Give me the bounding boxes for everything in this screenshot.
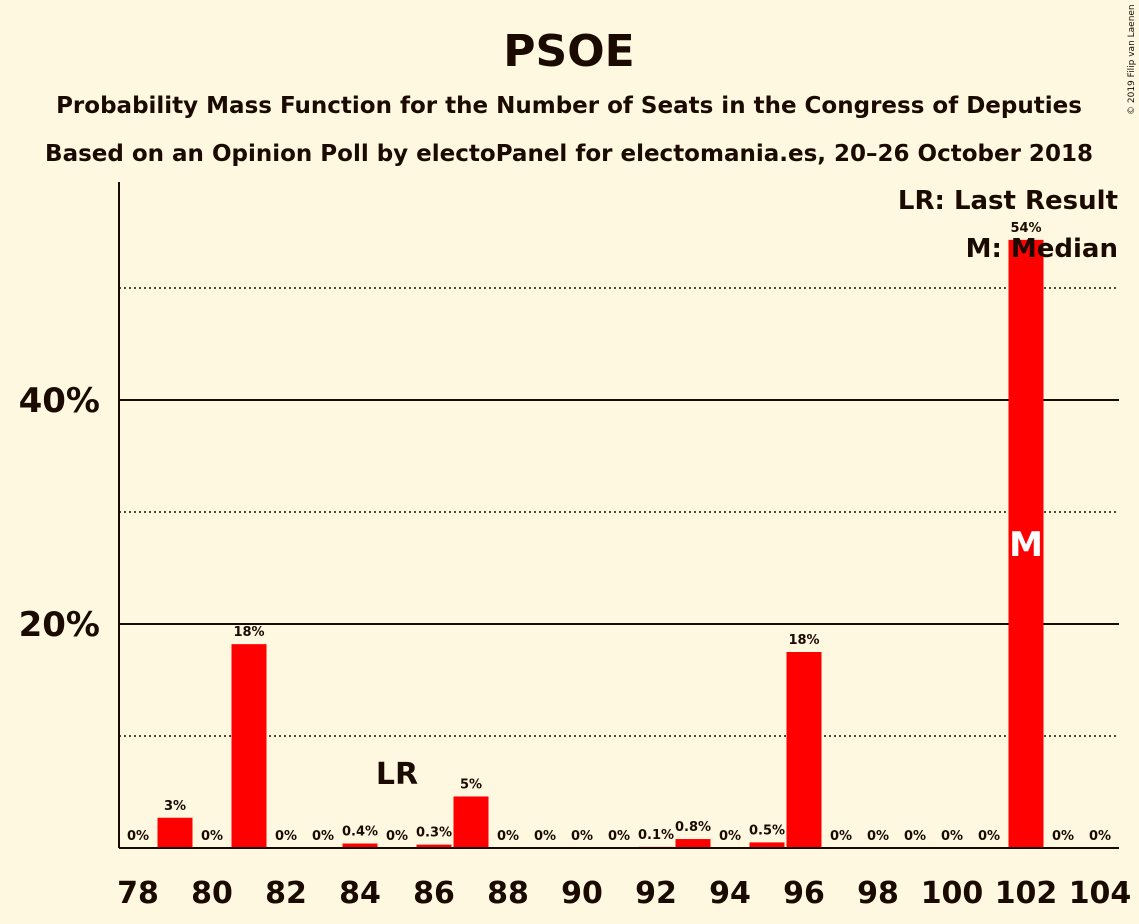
bar-label-84: 0.4% [342, 825, 378, 840]
x-tick-90: 90 [561, 876, 603, 911]
bar-79 [157, 817, 193, 848]
bar-label-104: 0% [1089, 829, 1111, 844]
bar-labels: 0% 3% 0% 18% 0% 0% 0.4% 0% 0.3% 5% 0% 0% 0% 0% 0.1%0.8… [127, 221, 1111, 844]
y-tick-20: 20% [19, 605, 100, 645]
x-tick-94: 94 [709, 876, 751, 911]
bar-label-87: 5% [460, 777, 482, 792]
bar-95 [749, 842, 785, 848]
bar-102 [1008, 239, 1044, 849]
bar-label-81: 18% [233, 625, 264, 640]
x-tick-84: 84 [339, 876, 381, 911]
bar-label-82: 0% [275, 829, 297, 844]
bars [157, 239, 1044, 849]
y-tick-labels: 20% 40% [19, 381, 100, 645]
bar-label-99: 0% [904, 829, 926, 844]
copyright-notice: © 2019 Filip van Laenen [1127, 4, 1137, 115]
legend-last-result: LR: Last Result [898, 186, 1118, 216]
bar-label-80: 0% [201, 829, 223, 844]
bar-87 [453, 796, 489, 848]
x-tick-98: 98 [857, 876, 899, 911]
bar-84 [342, 843, 378, 848]
x-tick-104: 104 [1069, 876, 1132, 911]
bar-label-83: 0% [312, 829, 334, 844]
median-marker: M [1009, 525, 1043, 565]
bar-label-92: 0.1% [638, 828, 674, 843]
x-tick-labels: 78 80 82 84 86 88 90 92 94 96 98 100 102 104 [117, 876, 1131, 911]
bar-86 [416, 844, 452, 848]
legend-median: M: Median [966, 234, 1118, 264]
y-tick-40: 40% [19, 381, 100, 421]
x-tick-86: 86 [413, 876, 455, 911]
x-tick-92: 92 [635, 876, 677, 911]
bar-label-101: 0% [978, 829, 1000, 844]
bar-81 [231, 644, 267, 848]
bar-label-91: 0% [608, 829, 630, 844]
bar-label-98: 0% [867, 829, 889, 844]
x-tick-82: 82 [265, 876, 307, 911]
bar-label-95: 0.5% [749, 823, 785, 838]
bar-label-79: 3% [164, 799, 186, 814]
chart-subtitle-2: Based on an Opinion Poll by electoPanel … [45, 141, 1093, 167]
bar-label-97: 0% [830, 829, 852, 844]
bar-label-89: 0% [534, 829, 556, 844]
grid-lines [119, 287, 1119, 737]
bar-label-103: 0% [1052, 829, 1074, 844]
bar-label-100: 0% [941, 829, 963, 844]
bar-label-102: 54% [1010, 221, 1041, 236]
markers: LR M [376, 525, 1043, 792]
bar-label-85: 0% [386, 829, 408, 844]
bar-label-96: 18% [788, 633, 819, 648]
x-tick-100: 100 [921, 876, 984, 911]
bar-label-88: 0% [497, 829, 519, 844]
bar-label-94: 0% [719, 829, 741, 844]
last-result-marker: LR [376, 757, 418, 792]
bar-label-86: 0.3% [416, 826, 452, 841]
chart-title: PSOE [503, 26, 634, 77]
x-tick-96: 96 [783, 876, 825, 911]
bar-label-90: 0% [571, 829, 593, 844]
x-tick-102: 102 [995, 876, 1058, 911]
bar-label-78: 0% [127, 829, 149, 844]
x-tick-78: 78 [117, 876, 159, 911]
bar-93 [675, 839, 711, 848]
chart-subtitle-1: Probability Mass Function for the Number… [56, 93, 1082, 119]
bar-96 [786, 652, 822, 848]
bar-label-93: 0.8% [675, 820, 711, 835]
x-tick-88: 88 [487, 876, 529, 911]
x-tick-80: 80 [191, 876, 233, 911]
